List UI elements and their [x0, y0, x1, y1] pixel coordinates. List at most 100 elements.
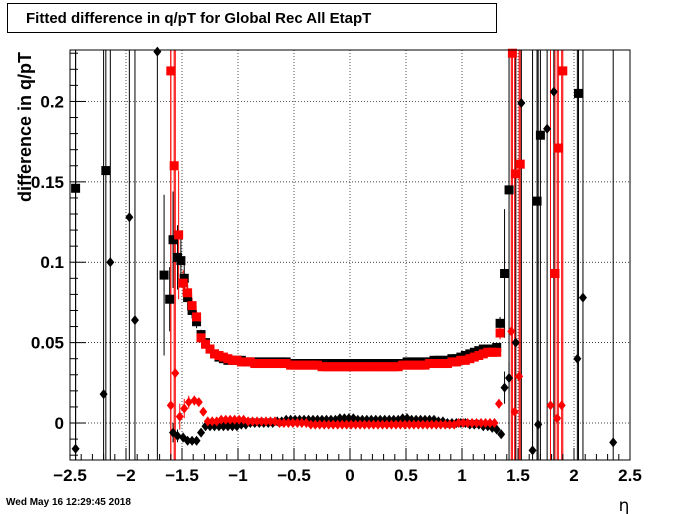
data-point-square [166, 66, 176, 76]
data-point-diamond [396, 419, 405, 430]
data-point-square [192, 317, 202, 327]
data-point-diamond [391, 419, 400, 430]
timestamp: Wed May 16 12:29:45 2018 [6, 497, 131, 508]
data-point-diamond [400, 419, 409, 430]
data-point-diamond [515, 371, 524, 382]
data-point-square [187, 305, 197, 315]
data-point-diamond [320, 419, 329, 430]
data-point-diamond [99, 389, 108, 400]
data-point-diamond [414, 419, 423, 430]
data-point-square [553, 143, 563, 153]
chart-title: Fitted difference in q/pT for Global Rec… [26, 10, 372, 27]
data-point-square [174, 230, 184, 240]
axis-ticks [69, 52, 631, 460]
data-point-diamond [374, 419, 382, 430]
data-point-square [183, 288, 193, 298]
data-point-diamond [338, 419, 347, 430]
data-point-diamond [306, 419, 315, 430]
data-point-diamond [463, 418, 472, 429]
x-tick-label: −0.5 [277, 466, 311, 485]
data-point-square [168, 235, 178, 245]
data-point-diamond [481, 418, 490, 429]
tick-labels: −2.5 −2 −1.5 −1 −0.5 0 0.5 1 1.5 2 2.5 0 0.05 0.1 0.15… [31, 92, 642, 485]
x-tick-label: 1.5 [506, 466, 530, 485]
x-axis-label: η [619, 496, 630, 514]
data-point-square [550, 268, 560, 278]
data-point-diamond [199, 406, 208, 417]
data-point-diamond [468, 418, 477, 429]
data-point-square [495, 328, 505, 338]
data-point-diamond [365, 419, 374, 430]
x-tick-label: 1 [457, 466, 466, 485]
data-point-diamond [180, 403, 189, 414]
data-point-diamond [208, 416, 217, 427]
data-point-diamond [324, 419, 333, 430]
data-point-square [176, 256, 186, 266]
x-tick-label: 0 [345, 466, 354, 485]
data-point-diamond [166, 400, 175, 411]
data-point-diamond [497, 429, 506, 440]
x-tick-label: −2.5 [53, 466, 87, 485]
data-point-diamond [409, 419, 418, 430]
data-point-square [192, 312, 202, 322]
data-point-square [558, 66, 568, 76]
y-axis-label: difference in q/pT [15, 52, 35, 202]
data-point-diamond [71, 443, 80, 454]
data-point-diamond [494, 398, 503, 409]
data-point-diamond [510, 406, 519, 417]
data-point-diamond [262, 416, 270, 427]
data-point-diamond [311, 419, 320, 430]
data-point-diamond [356, 419, 365, 430]
data-point-diamond [441, 419, 450, 430]
data-point-diamond [188, 435, 197, 446]
data-point-diamond [528, 445, 537, 456]
data-point-diamond [432, 419, 441, 430]
y-tick-label: 0 [55, 414, 64, 433]
data-point-diamond [500, 382, 509, 393]
x-tick-label: 2.5 [618, 466, 642, 485]
x-tick-label: 2 [569, 466, 578, 485]
data-point-square [183, 293, 193, 303]
data-point-diamond [511, 337, 520, 348]
data-point-diamond [490, 418, 499, 429]
data-point-diamond [378, 419, 387, 430]
data-point-diamond [244, 416, 253, 427]
data-point-diamond [266, 416, 275, 427]
data-point-diamond [253, 416, 262, 427]
data-point-diamond [217, 414, 226, 425]
data-point-diamond [288, 418, 297, 429]
data-point-square [201, 339, 211, 349]
data-point-diamond [534, 419, 543, 430]
data-point-diamond [171, 368, 180, 379]
data-point-square [515, 159, 525, 169]
data-point-diamond [248, 416, 257, 427]
data-point-diamond [445, 419, 454, 430]
data-point-square [511, 169, 521, 179]
data-point-diamond [175, 411, 184, 422]
data-point-diamond [203, 416, 212, 427]
error-bars [75, 50, 614, 460]
data-point-diamond [405, 419, 414, 430]
data-point-square [71, 183, 81, 193]
data-point-diamond [183, 435, 192, 446]
data-point-diamond [553, 413, 562, 424]
data-point-diamond [609, 437, 618, 448]
data-point-square [179, 273, 189, 283]
data-point-diamond [315, 419, 324, 430]
data-point-diamond [342, 419, 351, 430]
y-tick-label: 0.05 [31, 334, 64, 353]
data-point-square [187, 301, 197, 311]
data-point-diamond [351, 419, 360, 430]
data-point-diamond [194, 397, 203, 408]
data-markers [71, 46, 618, 456]
data-point-diamond [418, 419, 427, 430]
data-point-diamond [543, 123, 552, 134]
data-point-diamond [284, 418, 293, 429]
data-point-diamond [472, 418, 481, 429]
data-point-diamond [454, 418, 463, 429]
data-point-diamond [333, 419, 342, 430]
data-point-diamond [257, 416, 266, 427]
data-point-diamond [369, 419, 378, 430]
data-point-diamond [184, 397, 193, 408]
